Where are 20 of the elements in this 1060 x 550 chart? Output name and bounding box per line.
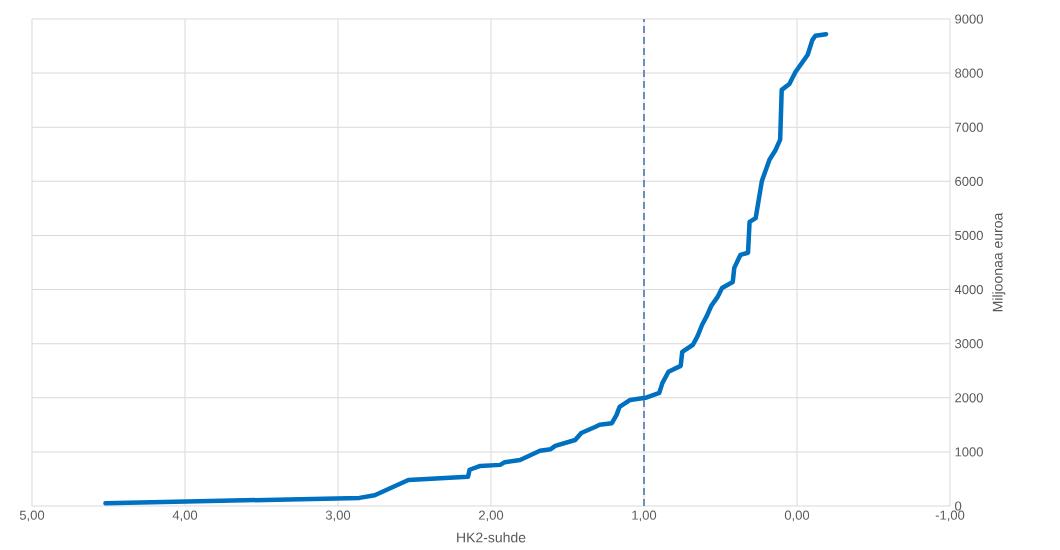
x-tick-label: 1,00 [632,510,657,522]
y-axis-title: Miljoonaa euroa [992,212,1006,312]
x-tick-label: -1,00 [935,510,965,522]
x-axis-title: HK2-suhde [457,532,526,543]
y-tick-label: 8000 [955,68,983,78]
y-tick-label: 0 [955,501,962,511]
y-tick-label: 9000 [955,14,983,24]
y-tick-label: 3000 [955,339,983,349]
x-tick-label: 5,00 [19,510,45,522]
line-series [103,31,829,506]
x-tick-label: 4,00 [172,510,198,522]
y-tick-label: 1000 [955,447,983,457]
x-tick-label: 3,00 [325,510,351,522]
y-tick-label: 4000 [954,284,983,295]
y-tick-label: 5000 [955,230,983,241]
x-tick-label: 2,00 [479,510,504,522]
y-tick-label: 7000 [955,122,983,132]
y-tick-label: 6000 [955,176,983,186]
y-tick-label: 2000 [955,393,983,403]
x-tick-label: 0,00 [784,510,810,522]
